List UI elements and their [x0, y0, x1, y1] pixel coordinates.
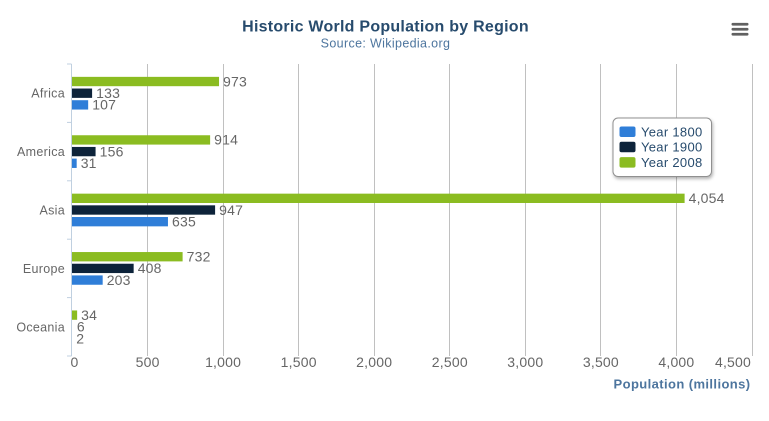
- svg-text:635: 635: [172, 214, 196, 230]
- svg-text:Africa: Africa: [31, 87, 65, 101]
- svg-text:732: 732: [187, 249, 211, 265]
- svg-text:2: 2: [76, 330, 84, 346]
- svg-text:133: 133: [96, 85, 120, 101]
- svg-text:947: 947: [219, 202, 243, 218]
- svg-text:6: 6: [77, 319, 85, 335]
- svg-text:1,500: 1,500: [281, 354, 317, 370]
- svg-text:Historic World Population by R: Historic World Population by Region: [242, 19, 529, 36]
- svg-text:Source: Wikipedia.org: Source: Wikipedia.org: [321, 36, 451, 50]
- svg-text:3,500: 3,500: [583, 354, 619, 370]
- svg-text:914: 914: [214, 132, 238, 148]
- svg-text:4,000: 4,000: [658, 354, 694, 370]
- svg-text:2,000: 2,000: [356, 354, 392, 370]
- svg-text:Year 1800: Year 1800: [641, 124, 703, 139]
- svg-text:Europe: Europe: [23, 262, 65, 276]
- svg-text:500: 500: [136, 354, 160, 370]
- svg-text:3,000: 3,000: [507, 354, 543, 370]
- svg-text:Year 1900: Year 1900: [641, 140, 703, 155]
- svg-text:107: 107: [92, 97, 116, 113]
- svg-text:America: America: [17, 145, 65, 159]
- svg-text:Oceania: Oceania: [16, 320, 65, 334]
- svg-text:156: 156: [100, 143, 124, 159]
- svg-text:2,500: 2,500: [432, 354, 468, 370]
- svg-text:4,054: 4,054: [689, 190, 725, 206]
- svg-text:973: 973: [223, 73, 247, 89]
- svg-text:4,500: 4,500: [715, 354, 751, 370]
- svg-text:Asia: Asia: [39, 204, 65, 218]
- svg-text:31: 31: [81, 155, 97, 171]
- svg-text:34: 34: [81, 307, 97, 323]
- svg-text:203: 203: [107, 272, 131, 288]
- svg-text:Population (millions): Population (millions): [614, 377, 751, 392]
- svg-text:1,000: 1,000: [205, 354, 241, 370]
- svg-text:Year 2008: Year 2008: [641, 155, 703, 170]
- svg-text:0: 0: [71, 354, 79, 370]
- svg-text:408: 408: [138, 260, 162, 276]
